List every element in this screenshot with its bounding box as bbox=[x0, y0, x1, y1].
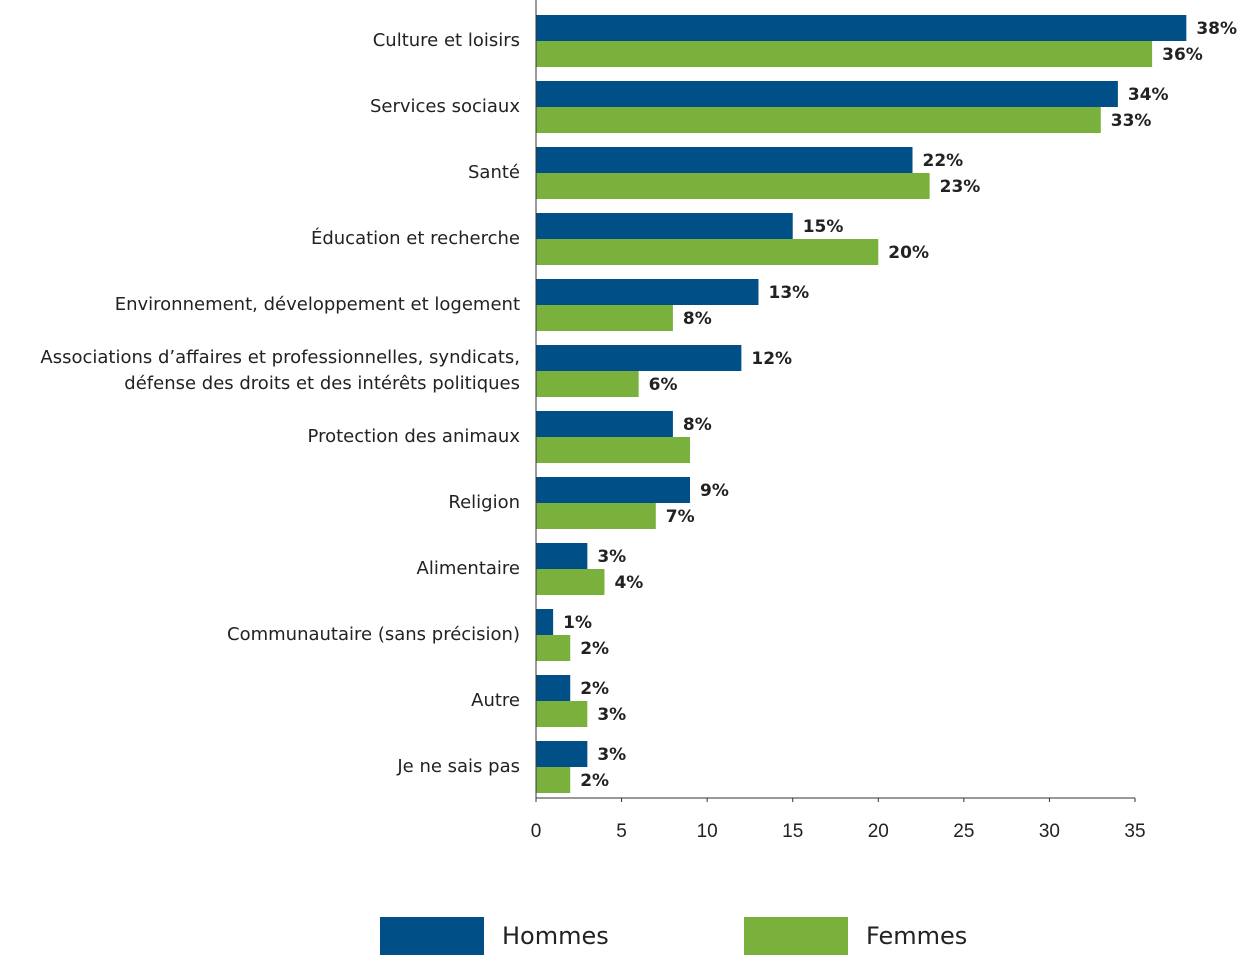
x-tick-label: 25 bbox=[953, 821, 974, 842]
value-label: 8% bbox=[683, 309, 712, 329]
legend-swatch bbox=[380, 917, 484, 955]
value-label: 3% bbox=[597, 745, 626, 765]
value-label: 6% bbox=[649, 375, 678, 395]
bar bbox=[536, 411, 673, 437]
value-label: 7% bbox=[666, 507, 695, 527]
bar bbox=[536, 15, 1187, 41]
value-label: 22% bbox=[923, 151, 964, 171]
x-tick-label: 0 bbox=[531, 821, 542, 842]
bar bbox=[536, 147, 913, 173]
category-label: Je ne sais pas bbox=[396, 756, 520, 777]
bar bbox=[536, 371, 639, 397]
value-label: 38% bbox=[1196, 19, 1237, 39]
value-label: 2% bbox=[580, 639, 609, 659]
category-label: Communautaire (sans précision) bbox=[227, 624, 520, 645]
value-label: 20% bbox=[888, 243, 929, 263]
value-label: 36% bbox=[1162, 45, 1203, 65]
x-tick-label: 30 bbox=[1039, 821, 1060, 842]
bar bbox=[536, 305, 673, 331]
value-label: 13% bbox=[768, 283, 809, 303]
x-tick-label: 10 bbox=[697, 821, 718, 842]
bar bbox=[536, 635, 571, 661]
bar bbox=[536, 675, 571, 701]
bar bbox=[536, 477, 691, 503]
category-label: Environnement, développement et logement bbox=[115, 294, 520, 315]
legend-swatch bbox=[744, 917, 848, 955]
bar bbox=[536, 279, 759, 305]
x-tick-label: 20 bbox=[868, 821, 889, 842]
category-label: Protection des animaux bbox=[308, 426, 521, 447]
value-label: 3% bbox=[597, 705, 626, 725]
value-label: 9% bbox=[700, 481, 729, 501]
value-label: 15% bbox=[803, 217, 844, 237]
bar bbox=[536, 239, 879, 265]
value-label: 8% bbox=[683, 415, 712, 435]
category-label: Éducation et recherche bbox=[311, 227, 520, 249]
bar bbox=[536, 503, 656, 529]
category-label: Autre bbox=[471, 690, 520, 711]
bar bbox=[536, 107, 1101, 133]
category-label: Associations d’affaires et professionnel… bbox=[40, 347, 520, 394]
bar bbox=[536, 569, 605, 595]
category-label: Services sociaux bbox=[370, 96, 520, 117]
category-label: Alimentaire bbox=[417, 558, 521, 579]
bar bbox=[536, 345, 742, 371]
category-label: Santé bbox=[468, 162, 520, 183]
x-tick-label: 5 bbox=[616, 821, 627, 842]
value-label: 2% bbox=[580, 771, 609, 791]
bar bbox=[536, 41, 1153, 67]
value-label: 34% bbox=[1128, 85, 1169, 105]
value-label: 33% bbox=[1111, 111, 1152, 131]
legend-label: Femmes bbox=[866, 922, 967, 950]
x-tick-label: 15 bbox=[782, 821, 803, 842]
bar bbox=[536, 81, 1118, 107]
value-label: 23% bbox=[940, 177, 981, 197]
bar bbox=[536, 701, 588, 727]
value-label: 12% bbox=[751, 349, 792, 369]
bar bbox=[536, 741, 588, 767]
value-label: 1% bbox=[563, 613, 592, 633]
bar bbox=[536, 767, 571, 793]
bar bbox=[536, 213, 793, 239]
category-label: Religion bbox=[448, 492, 520, 513]
category-label: Culture et loisirs bbox=[373, 30, 520, 51]
value-label: 3% bbox=[597, 547, 626, 567]
bar bbox=[536, 437, 691, 463]
bar bbox=[536, 173, 930, 199]
bar bbox=[536, 609, 554, 635]
value-label: 2% bbox=[580, 679, 609, 699]
x-tick-label: 35 bbox=[1124, 821, 1145, 842]
value-label: 4% bbox=[614, 573, 643, 593]
legend-label: Hommes bbox=[502, 922, 609, 950]
bar bbox=[536, 543, 588, 569]
